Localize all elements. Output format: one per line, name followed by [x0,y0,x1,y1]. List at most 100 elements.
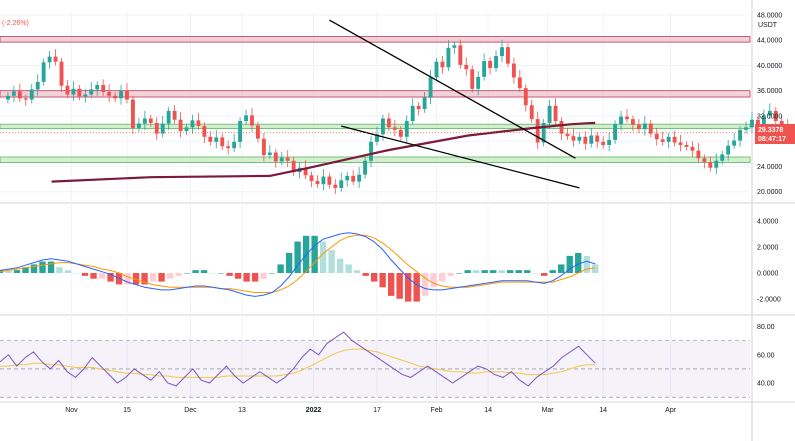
macd-histogram-bar [319,241,327,273]
candle-body [285,157,290,161]
candle-body [404,121,409,137]
candle-body [256,125,260,139]
macd-histogram-bar [81,273,89,276]
candle-body [339,180,344,188]
macd-histogram-bar [345,264,352,273]
candle-body [506,47,510,64]
candle-body [744,127,748,130]
candle-body [327,176,332,185]
candle-body [47,56,52,63]
macd-histogram-bar [285,252,293,273]
candle-body [452,45,457,48]
macd-histogram-bar [413,273,420,302]
candle-body [357,174,362,182]
price-tag-background [755,124,795,144]
price-tick-label: 40.0000 [757,63,782,70]
candle-body [428,77,433,98]
macd-histogram-bar [13,270,21,273]
candle-body [184,127,189,132]
macd-histogram-bar [396,273,403,299]
candle-body [11,91,16,96]
macd-histogram-bar [541,273,548,276]
candle-body [23,98,28,100]
zone-resistance-mid [0,90,751,98]
macd-histogram-bar [404,273,412,302]
price-tick-label: 48.0000 [757,13,782,20]
macd-histogram-bar [447,273,454,276]
macd-line [0,232,596,297]
candle-body [83,94,88,97]
candle-body [464,64,469,70]
candle-body [589,135,594,144]
macd-histogram-bar [175,273,182,276]
candle-body [142,118,147,124]
macd-histogram-bar [124,273,131,285]
macd-histogram-bar [260,273,267,279]
macd-histogram-bar [558,264,565,273]
candle-body [511,63,516,78]
candle-body [250,115,254,126]
macd-histogram-bar [353,270,361,273]
macd-histogram-bar [56,267,63,273]
candle-body [392,127,397,130]
candle-body [208,136,213,142]
candle-body [202,126,207,137]
candle-body [29,89,34,100]
macd-histogram-bar [566,255,573,273]
candle-body [601,141,606,145]
x-tick-label: 17 [373,407,381,414]
candle-body [773,110,778,122]
candle-body [309,175,314,181]
macd-histogram-bar [192,270,199,273]
macd-histogram-bar [268,273,276,274]
candle-body [101,85,106,92]
candle-body [303,167,308,176]
rsi-tick-label: 40.00 [757,381,775,388]
price-tag: 29.3378 08:47:17 [755,124,795,144]
macd-histogram-bar [277,264,284,273]
price-tick-label: 20.0000 [757,189,782,196]
candle-body [273,152,278,162]
x-tick-label: 2022 [306,407,322,414]
x-tick-label: Apr [665,407,677,414]
candle-body [398,129,403,137]
macd-histogram-bar [107,273,114,282]
macd-pane[interactable] [0,232,599,302]
candle-body [779,121,784,127]
macd-histogram-bar [226,273,233,276]
price-pane[interactable] [0,19,790,195]
candle-body [613,124,618,140]
price-tag-countdown: 08:47:17 [758,136,786,143]
trendline-1 [341,125,580,189]
macd-tick-label: 4.0000 [757,219,779,226]
x-tick-label: 14 [484,407,492,414]
candle-body [363,160,368,175]
candle-body [267,152,272,156]
candle-body [89,89,94,95]
candle-body [17,91,22,99]
candle-body [345,175,350,181]
candle-body [750,119,754,128]
candle-body [440,61,445,68]
macd-histogram-bar [141,273,148,285]
x-tick-label: Nov [65,407,78,414]
macd-histogram-bar [549,270,556,273]
price-tag-value: 29.3378 [758,127,783,134]
price-tick-label: 36.0000 [757,88,782,95]
candle-body [279,157,284,162]
candle-body [375,134,379,142]
rsi-pane[interactable] [0,331,750,398]
x-axis[interactable]: Nov 15 Dec 13 2022 17 Feb 14 Mar 14 Apr [65,407,677,414]
candle-body [571,136,576,141]
candle-body [642,123,647,130]
candle-body [488,61,493,69]
macd-histogram-bar [5,270,12,273]
macd-histogram-bar [490,270,497,273]
macd-histogram-bar [98,273,106,279]
candle-body [214,137,219,142]
macd-histogram-bar [328,250,335,273]
macd-histogram-bar [251,273,259,282]
x-tick-label: Dec [184,407,197,414]
candle-body [595,135,600,142]
